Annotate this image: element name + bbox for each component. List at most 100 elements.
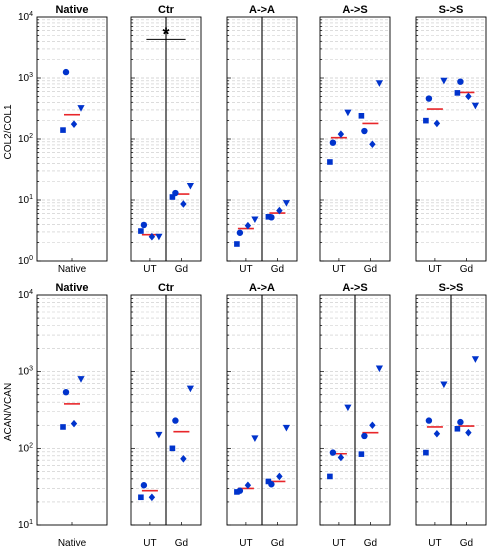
- data-point-circle: [236, 229, 244, 236]
- data-point-square: [234, 489, 240, 495]
- group-ut: UT: [423, 381, 448, 549]
- group-gd: Gd: [454, 356, 479, 549]
- y-tick-label: 101: [18, 519, 33, 531]
- x-tick-label: Gd: [271, 538, 284, 549]
- data-point-triangle-down: [440, 381, 448, 389]
- data-point-triangle-down: [77, 105, 85, 112]
- data-point-diamond: [70, 120, 78, 128]
- panel-title: Ctr: [158, 4, 175, 16]
- data-point-triangle-down: [471, 102, 479, 110]
- group-gd: Gd: [358, 365, 383, 549]
- data-point-triangle-down: [155, 431, 163, 439]
- data-point-triangle-down: [440, 77, 448, 85]
- data-point-diamond: [433, 119, 441, 128]
- data-point-square: [327, 473, 333, 480]
- panel-native: Native Native: [36, 282, 108, 549]
- data-point-circle: [457, 418, 464, 426]
- x-tick-label: UT: [332, 538, 345, 549]
- data-point-square: [423, 449, 429, 456]
- x-tick-label: Native: [58, 538, 87, 549]
- panel-title: A->A: [249, 282, 275, 294]
- data-point-square: [265, 214, 272, 220]
- x-tick-label: Gd: [175, 264, 188, 275]
- data-point-circle: [425, 95, 433, 102]
- group-ut: UT: [423, 77, 448, 275]
- group-ut: UT: [327, 109, 352, 275]
- panel-ctr: Ctr UT Gd: [130, 282, 202, 549]
- data-point-circle: [140, 482, 148, 489]
- data-point-triangle-down: [186, 385, 194, 393]
- data-point-square: [138, 494, 144, 501]
- data-point-diamond: [148, 493, 156, 502]
- x-tick-label: UT: [239, 264, 252, 275]
- x-tick-label: UT: [143, 264, 156, 275]
- data-point-square: [454, 425, 461, 432]
- y-axis-label: ACAN/VCAN: [3, 383, 14, 441]
- panel-ctr: Ctr UT Gd *: [130, 4, 202, 275]
- data-point-square: [169, 194, 176, 200]
- group-gd: Gd: [358, 80, 383, 275]
- group-gd: Gd: [265, 424, 290, 549]
- data-point-square: [358, 113, 365, 119]
- group-ut: UT: [234, 216, 259, 275]
- panel-a-a: A->A UT Gd: [226, 4, 298, 275]
- y-tick-label: 101: [18, 194, 33, 206]
- y-tick-label: 103: [18, 72, 33, 84]
- x-tick-label: Native: [58, 264, 87, 275]
- panel-title: A->A: [249, 4, 275, 16]
- data-point-circle: [140, 221, 148, 229]
- data-point-diamond: [369, 421, 376, 430]
- group-ut: UT: [327, 404, 352, 549]
- data-point-square: [60, 424, 66, 430]
- data-point-circle: [361, 127, 368, 135]
- data-point-triangle-down: [344, 109, 352, 117]
- data-point-triangle-down: [77, 376, 85, 383]
- data-point-square: [358, 451, 365, 457]
- chart-row-acan-vcan: ACAN/VCAN 101 102 103 104 Native Native Ctr UT Gd…: [3, 282, 487, 549]
- data-point-triangle-down: [282, 424, 290, 432]
- data-point-circle: [62, 68, 70, 76]
- panel-s-s: S->S UT Gd: [415, 282, 487, 549]
- data-point-diamond: [337, 130, 345, 138]
- group-gd: Gd: [454, 78, 479, 275]
- y-tick-label: 104: [18, 11, 33, 23]
- data-point-square: [60, 127, 66, 133]
- x-tick-label: UT: [239, 538, 252, 549]
- x-tick-label: UT: [428, 264, 441, 275]
- data-point-square: [327, 159, 333, 165]
- data-point-diamond: [465, 428, 472, 437]
- data-point-square: [234, 241, 240, 247]
- data-point-diamond: [433, 429, 441, 438]
- data-point-diamond: [180, 455, 187, 463]
- data-point-triangle-down: [251, 216, 259, 224]
- x-tick-label: UT: [428, 538, 441, 549]
- data-point-square: [454, 90, 461, 96]
- data-point-triangle-down: [471, 356, 479, 363]
- data-point-triangle-down: [251, 435, 259, 442]
- data-point-square: [169, 445, 176, 452]
- panel-native: Native Native: [36, 4, 108, 275]
- data-point-diamond: [369, 140, 376, 149]
- data-point-triangle-down: [186, 182, 194, 190]
- x-tick-label: Gd: [364, 264, 377, 275]
- data-point-diamond: [148, 232, 156, 241]
- data-point-diamond: [244, 481, 252, 490]
- panel-title: Native: [55, 282, 88, 294]
- group-native: Native: [58, 376, 87, 549]
- x-tick-label: Gd: [460, 264, 473, 275]
- data-point-triangle-down: [375, 365, 383, 373]
- y-tick-label: 102: [18, 442, 33, 454]
- data-point-triangle-down: [282, 200, 290, 207]
- group-gd: Gd: [265, 200, 290, 275]
- data-point-circle: [172, 417, 179, 424]
- y-tick-label: 104: [18, 289, 33, 301]
- x-tick-label: Gd: [460, 538, 473, 549]
- panel-title: S->S: [439, 282, 464, 294]
- y-tick-label: 103: [18, 366, 33, 378]
- y-tick-label: 100: [18, 255, 33, 267]
- panel-title: Ctr: [158, 282, 175, 294]
- data-point-triangle-down: [344, 404, 352, 412]
- group-ut: UT: [138, 431, 163, 549]
- data-point-square: [265, 478, 272, 485]
